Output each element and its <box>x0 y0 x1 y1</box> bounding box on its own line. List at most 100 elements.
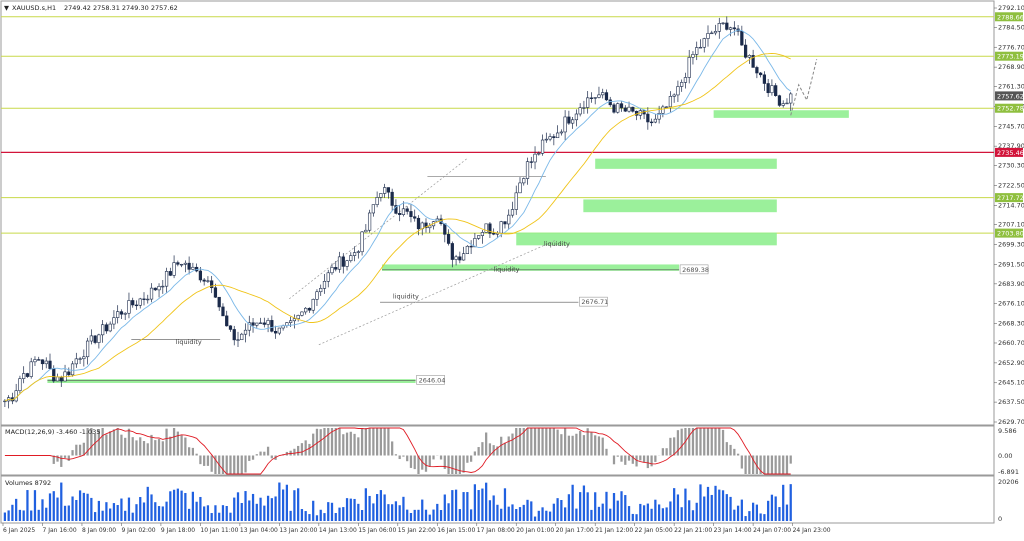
candle-body <box>225 315 229 327</box>
volume-axis-zero: 0 <box>998 515 1002 523</box>
liquidity-label-2: liquidity <box>544 240 570 248</box>
candle-body <box>728 27 733 30</box>
candle-body <box>762 74 767 84</box>
candle-body <box>586 97 590 108</box>
candle-body <box>683 77 688 83</box>
candle-body <box>153 287 157 291</box>
candle-body <box>89 335 93 342</box>
candle-body <box>461 253 466 261</box>
projection-line <box>790 59 818 116</box>
candle-body <box>589 97 594 99</box>
candle-body <box>631 106 635 112</box>
price-tag-1 <box>995 51 1023 61</box>
candle-body <box>247 322 251 331</box>
candle-body <box>529 161 533 163</box>
candle-body <box>315 291 319 300</box>
candle-body <box>616 103 620 113</box>
ohlc-label: 2749.42 2758.31 2749.30 2757.62 <box>64 4 178 12</box>
price-tag-label-3: 2752.78 <box>997 105 1024 113</box>
projection-path <box>790 59 818 116</box>
candle-body <box>266 320 270 325</box>
candle-body <box>134 304 139 307</box>
candle-body <box>104 324 109 332</box>
time-label-16: 22 Jan 05:00 <box>635 527 673 534</box>
candle-body <box>108 323 112 332</box>
candle-body <box>3 400 7 403</box>
candle-body <box>236 339 240 341</box>
candle-body <box>176 262 180 265</box>
candle-body <box>691 54 695 58</box>
candle-body <box>593 97 597 99</box>
candle-body <box>352 252 357 256</box>
candle-body <box>777 95 782 106</box>
candle-body <box>367 212 372 231</box>
moving-average-fast <box>4 29 791 402</box>
moving-average-slow <box>4 52 791 402</box>
candle-body <box>676 86 680 96</box>
candle-body <box>337 256 342 270</box>
candle-body <box>747 55 751 58</box>
candle-body <box>492 233 496 235</box>
candle-body <box>33 359 37 363</box>
candle-body <box>454 256 458 260</box>
candle-body <box>672 94 676 97</box>
candle-body <box>40 359 45 365</box>
candle-body <box>74 358 78 365</box>
time-label-12: 17 Jan 08:00 <box>477 527 515 534</box>
candle-body <box>349 255 353 262</box>
candle-body <box>552 136 556 139</box>
candle-body <box>785 102 789 105</box>
candle-body <box>131 300 135 306</box>
price-tag-label-4: 2735.46 <box>997 149 1024 157</box>
candle-body <box>612 104 616 113</box>
candle-body <box>187 262 191 270</box>
moving-averages <box>4 29 791 402</box>
candle-body <box>725 22 729 30</box>
candle-body <box>473 238 477 248</box>
candle-body <box>255 322 259 326</box>
price-tick-label-15: 2676.10 <box>998 300 1024 308</box>
candle-body <box>202 279 206 282</box>
candle-body <box>488 223 492 234</box>
candle-body <box>304 307 308 313</box>
candle-body <box>82 356 86 360</box>
candle-body <box>52 368 56 382</box>
price-tag-label-6: 2703.80 <box>997 230 1024 238</box>
time-label-4: 9 Jan 18:00 <box>161 527 195 534</box>
price-tag-4 <box>995 147 1023 157</box>
time-label-11: 16 Jan 15:00 <box>437 527 475 534</box>
trend-channel-lower <box>318 239 556 346</box>
candle-body <box>232 329 236 341</box>
candle-body <box>405 208 409 212</box>
candle-body <box>781 103 785 106</box>
candle-body <box>574 113 579 121</box>
macd-axis-bottom: -6.891 <box>998 468 1019 476</box>
candle-body <box>751 55 755 68</box>
candle-body <box>119 311 124 315</box>
candle-body <box>537 152 541 155</box>
price-tick-label-3: 2768.90 <box>998 63 1024 71</box>
candle-body <box>665 106 669 108</box>
candle-body <box>360 231 364 253</box>
candle-body <box>661 106 665 114</box>
price-tags: 2788.66 2773.19 2757.62 2752.78 2735.46 2717.… <box>995 12 1024 238</box>
candle-body <box>563 116 567 133</box>
candle-body <box>85 340 90 358</box>
candle-body <box>93 335 97 343</box>
price-tick-label-1: 2784.50 <box>998 23 1024 31</box>
candle-body <box>646 113 650 123</box>
candle-body <box>465 245 469 254</box>
level-box-2 <box>416 375 445 385</box>
candle-body <box>123 312 127 315</box>
collapse-arrow-icon[interactable]: ▼ <box>4 4 9 12</box>
candle-body <box>371 204 375 214</box>
time-axis: 6 Jan 2025 7 Jan 16:00 8 Jan 09:00 9 Jan 02… <box>2 523 831 534</box>
price-tag-5 <box>995 193 1023 203</box>
time-label-14: 20 Jan 17:00 <box>556 527 594 534</box>
candle-body <box>364 229 368 233</box>
price-tick-label-0: 2792.10 <box>998 4 1024 12</box>
candle-body <box>168 271 172 276</box>
liquidity-zone-5 <box>47 379 416 383</box>
